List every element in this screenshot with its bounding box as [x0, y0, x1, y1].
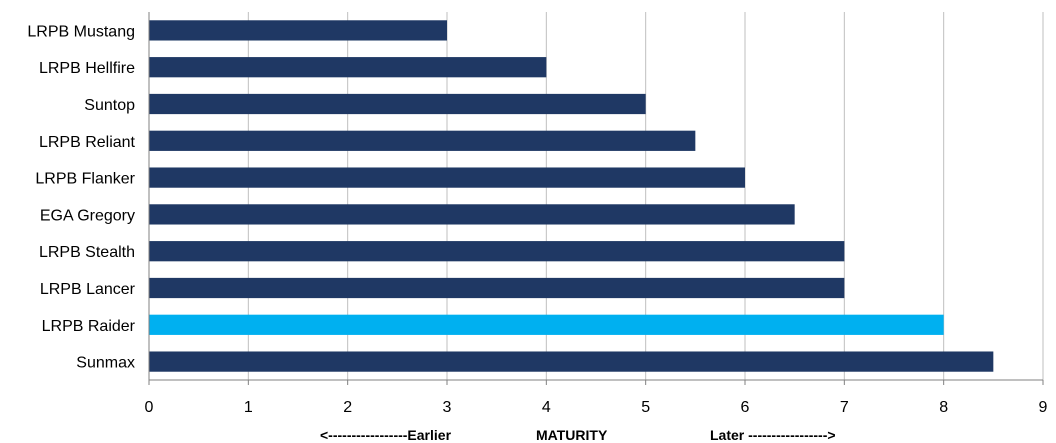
bar [149, 241, 845, 262]
x-tick-labels: 0 1 2 3 4 5 6 7 8 9 [145, 399, 1048, 416]
category-label: LRPB Flanker [35, 171, 135, 188]
bar [149, 204, 795, 225]
x-tick-label: 9 [1039, 399, 1048, 416]
x-tick-label: 0 [145, 399, 154, 416]
bar [149, 351, 994, 372]
bar [149, 130, 696, 151]
category-label: Sunmax [76, 355, 135, 372]
bar [149, 167, 745, 188]
category-label: Suntop [84, 97, 135, 114]
x-tick-label: 6 [741, 399, 750, 416]
bar [149, 314, 944, 335]
category-label: LRPB Raider [42, 318, 136, 335]
x-tick-label: 5 [641, 399, 650, 416]
axis-note-earlier: <-----------------Earlier [320, 427, 452, 443]
category-label: LRPB Stealth [39, 244, 135, 261]
x-tick-label: 1 [244, 399, 253, 416]
x-tick-label: 3 [443, 399, 452, 416]
category-label: LRPB Reliant [39, 134, 136, 151]
category-label: LRPB Lancer [40, 281, 136, 298]
bar [149, 93, 646, 115]
category-label: LRPB Mustang [27, 23, 135, 40]
bar [149, 20, 447, 41]
x-tick-label: 7 [840, 399, 849, 416]
bars [149, 20, 994, 372]
x-tick-label: 8 [939, 399, 948, 416]
bar [149, 277, 845, 299]
category-label: EGA Gregory [40, 207, 135, 224]
axis-note-maturity: MATURITY [536, 427, 608, 443]
category-label: LRPB Hellfire [39, 60, 135, 77]
x-tick-label: 2 [343, 399, 352, 416]
category-labels: LRPB Mustang LRPB Hellfire Suntop LRPB Reli… [27, 23, 135, 371]
bar [149, 57, 547, 78]
axis-note-later: Later -----------------> [710, 427, 836, 443]
x-tick-label: 4 [542, 399, 551, 416]
x-axis [148, 12, 1044, 385]
